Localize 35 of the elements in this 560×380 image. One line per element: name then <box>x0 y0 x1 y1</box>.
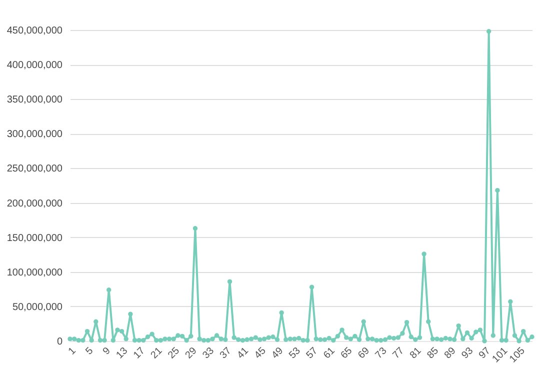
x-tick-label: 45 <box>252 345 269 362</box>
y-tick-label: 350,000,000 <box>6 94 63 106</box>
y-tick-label: 0 <box>56 336 63 348</box>
x-tick-label: 105 <box>508 345 528 366</box>
x-tick-label: 5 <box>84 345 96 358</box>
x-tick-label: 57 <box>304 345 320 362</box>
x-tick-label: 89 <box>442 345 459 362</box>
y-tick-label: 450,000,000 <box>6 26 63 36</box>
x-tick-label: 81 <box>408 345 424 362</box>
x-tick-label: 93 <box>460 345 476 362</box>
x-tick-label: 25 <box>166 345 182 362</box>
x-tick-label: 65 <box>338 345 355 362</box>
x-tick-label: 21 <box>148 345 165 362</box>
y-tick-label: 300,000,000 <box>6 129 63 140</box>
x-tick-label: 33 <box>200 345 217 362</box>
y-tick-label: 400,000,000 <box>6 60 63 72</box>
x-tick-label: 1 <box>66 345 79 358</box>
y-tick-label: 250,000,000 <box>6 164 63 175</box>
x-tick-label: 17 <box>132 345 148 362</box>
y-tick-label: 100,000,000 <box>6 267 63 278</box>
x-tick-label: 61 <box>322 345 338 362</box>
x-tick-label: 69 <box>356 345 372 362</box>
y-tick-label: 50,000,000 <box>12 302 63 313</box>
x-tick-label: 13 <box>114 345 130 362</box>
x-tick-label: 41 <box>235 345 252 362</box>
x-tick-label: 37 <box>218 345 234 362</box>
x-tick-label: 77 <box>390 345 407 362</box>
x-tick-label: 53 <box>287 345 304 362</box>
x-tick-label: 49 <box>270 345 286 362</box>
x-tick-label: 29 <box>184 345 200 362</box>
x-tick-label: 85 <box>425 345 442 362</box>
y-tick-label: 150,000,000 <box>6 232 63 244</box>
x-tick-label: 73 <box>374 345 390 362</box>
y-tick-label: 200,000,000 <box>6 198 63 210</box>
x-tick-label: 9 <box>101 345 114 358</box>
